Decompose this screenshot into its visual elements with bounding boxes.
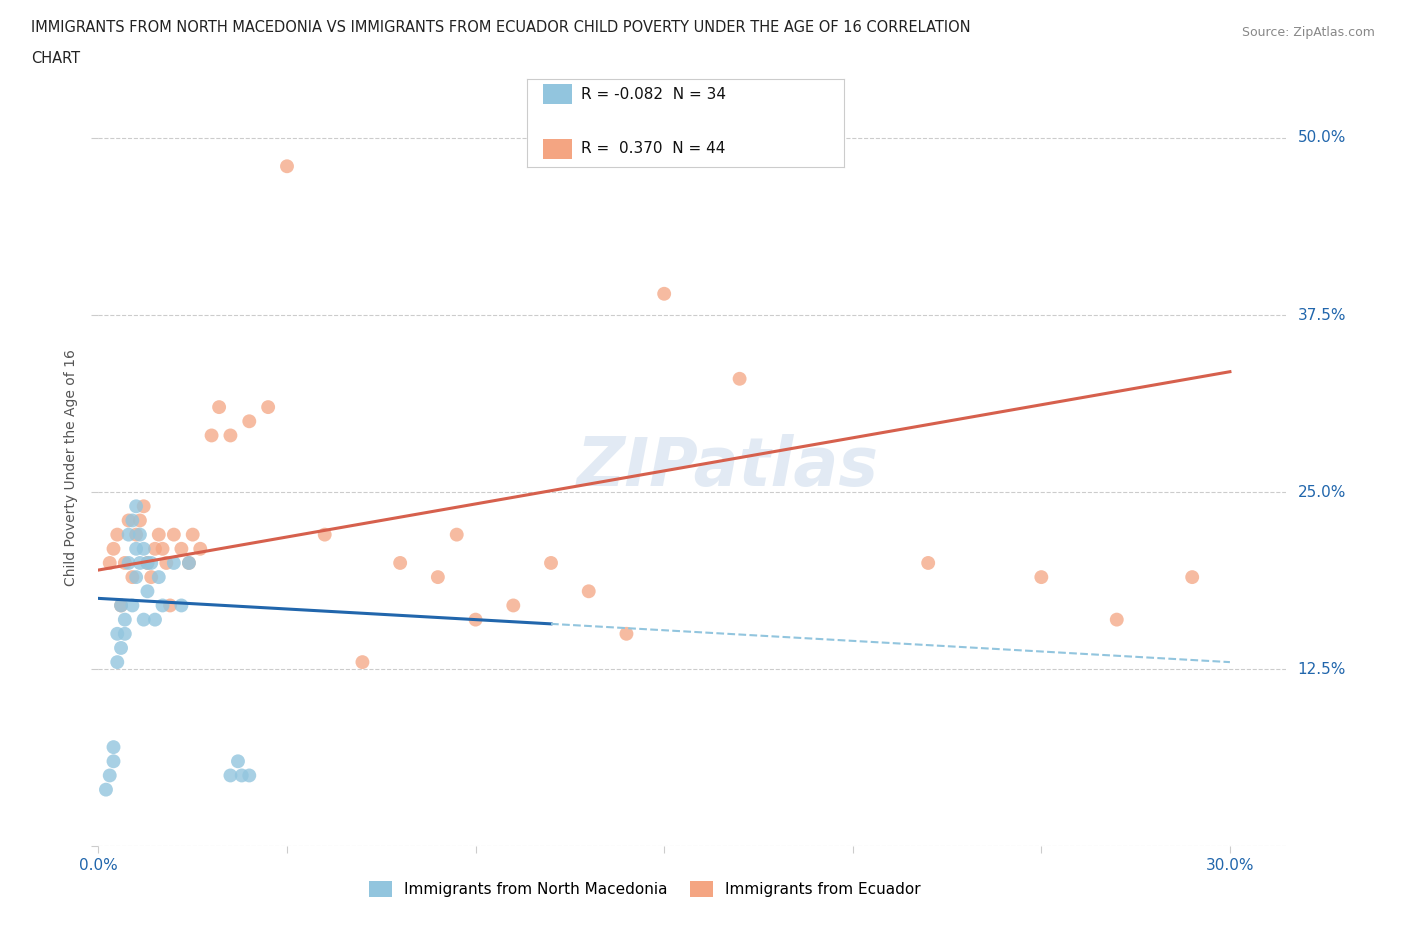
Point (103, 754, 125, 769)
Point (132, 612, 155, 627)
Point (276, 159, 298, 174)
Point (117, 555, 139, 570)
Point (188, 541, 211, 556)
Text: ZIPatlas: ZIPatlas (576, 434, 879, 500)
Text: IMMIGRANTS FROM NORTH MACEDONIA VS IMMIGRANTS FROM ECUADOR CHILD POVERTY UNDER T: IMMIGRANTS FROM NORTH MACEDONIA VS IMMIG… (31, 20, 970, 35)
Point (163, 527, 186, 542)
Point (426, 570, 449, 585)
Point (136, 555, 159, 570)
Point (652, 286, 675, 301)
Point (136, 555, 159, 570)
Point (155, 555, 177, 570)
Point (143, 541, 166, 556)
Point (226, 754, 249, 769)
Text: 50.0%: 50.0% (1298, 130, 1346, 145)
Point (125, 527, 148, 542)
Point (125, 498, 148, 513)
Point (177, 555, 200, 570)
Point (129, 527, 152, 542)
Point (141, 555, 163, 570)
Point (502, 598, 524, 613)
Point (1105, 612, 1128, 627)
Point (121, 513, 143, 528)
Point (446, 527, 468, 542)
Point (117, 513, 139, 528)
Point (105, 655, 128, 670)
Text: 25.0%: 25.0% (1298, 485, 1346, 499)
Point (728, 371, 751, 386)
Point (103, 739, 125, 754)
Point (103, 541, 125, 556)
Point (616, 626, 638, 641)
Point (98, 555, 121, 570)
Point (94, 782, 117, 797)
Point (105, 626, 128, 641)
Point (177, 555, 200, 570)
Text: 37.5%: 37.5% (1298, 308, 1347, 323)
Text: Source: ZipAtlas.com: Source: ZipAtlas.com (1241, 26, 1375, 39)
Point (110, 598, 132, 613)
Point (98, 768, 121, 783)
Point (152, 541, 174, 556)
Point (105, 527, 128, 542)
Bar (543, 85, 571, 104)
Point (136, 584, 159, 599)
Text: R =  0.370  N = 44: R = 0.370 N = 44 (581, 141, 725, 156)
Point (117, 527, 139, 542)
Point (1031, 570, 1053, 585)
Point (110, 641, 132, 656)
Point (125, 570, 148, 585)
Point (314, 527, 336, 542)
Point (352, 655, 374, 670)
Point (578, 584, 600, 599)
Point (143, 612, 166, 627)
Point (148, 527, 170, 542)
Point (540, 555, 562, 570)
Point (121, 598, 143, 613)
Text: R = -0.082  N = 34: R = -0.082 N = 34 (581, 86, 725, 101)
Point (114, 612, 136, 627)
Point (1181, 570, 1204, 585)
Point (129, 555, 152, 570)
Point (181, 527, 204, 542)
Point (141, 570, 163, 585)
Point (257, 400, 280, 415)
Point (170, 541, 193, 556)
Point (389, 555, 412, 570)
Point (114, 626, 136, 641)
Text: CHART: CHART (31, 51, 80, 66)
Point (917, 555, 939, 570)
Point (114, 555, 136, 570)
Point (208, 400, 231, 415)
Legend: Immigrants from North Macedonia, Immigrants from Ecuador: Immigrants from North Macedonia, Immigra… (363, 875, 927, 903)
Point (152, 598, 174, 613)
Point (129, 513, 152, 528)
Point (238, 768, 260, 783)
Text: 12.5%: 12.5% (1298, 662, 1346, 677)
Point (219, 768, 242, 783)
Point (132, 498, 155, 513)
Point (200, 428, 222, 443)
Point (163, 555, 186, 570)
Point (238, 414, 260, 429)
Point (125, 541, 148, 556)
Point (464, 612, 486, 627)
Point (159, 598, 181, 613)
Point (219, 428, 242, 443)
Bar (543, 140, 571, 159)
Point (170, 598, 193, 613)
Point (132, 541, 155, 556)
Point (148, 570, 170, 585)
Point (110, 598, 132, 613)
Y-axis label: Child Poverty Under the Age of 16: Child Poverty Under the Age of 16 (65, 349, 79, 586)
Point (231, 768, 253, 783)
Point (121, 570, 143, 585)
